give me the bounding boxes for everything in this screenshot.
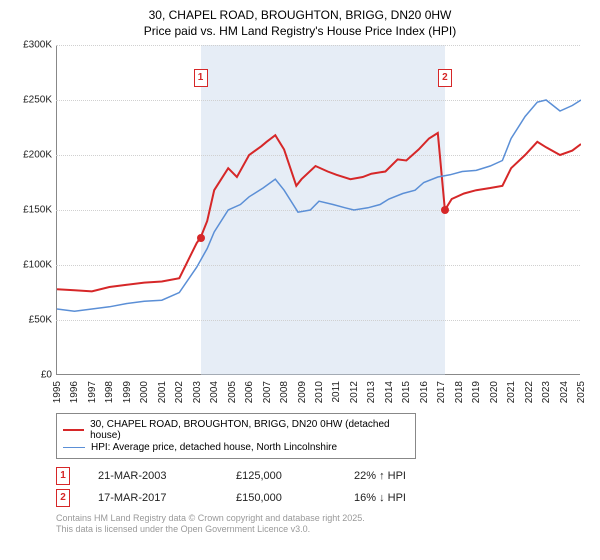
x-tick-label: 2019 [471, 381, 482, 403]
sale-marker-2 [441, 206, 449, 214]
sale-marker-1 [197, 234, 205, 242]
y-tick-label: £50K [12, 315, 52, 326]
chart-titles: 30, CHAPEL ROAD, BROUGHTON, BRIGG, DN20 … [12, 8, 588, 39]
legend-item: 30, CHAPEL ROAD, BROUGHTON, BRIGG, DN20 … [63, 419, 409, 441]
attribution-line2: This data is licensed under the Open Gov… [56, 524, 588, 535]
x-tick-label: 2015 [401, 381, 412, 403]
legend-label: 30, CHAPEL ROAD, BROUGHTON, BRIGG, DN20 … [90, 419, 409, 441]
attribution-line1: Contains HM Land Registry data © Crown c… [56, 513, 588, 524]
legend: 30, CHAPEL ROAD, BROUGHTON, BRIGG, DN20 … [56, 413, 416, 459]
chart-lines [57, 45, 581, 375]
sales-table: 1 21-MAR-2003 £125,000 22% ↑ HPI 2 17-MAR-201… [56, 467, 588, 507]
x-tick-label: 2021 [506, 381, 517, 403]
x-tick-label: 2006 [244, 381, 255, 403]
x-tick-label: 2024 [559, 381, 570, 403]
x-tick-label: 2020 [489, 381, 500, 403]
table-delta: 16% ↓ HPI [354, 492, 406, 504]
y-tick-label: £300K [12, 40, 52, 51]
x-tick-label: 2004 [209, 381, 220, 403]
table-price: £125,000 [236, 470, 326, 482]
table-price: £150,000 [236, 492, 326, 504]
series-price_paid [57, 133, 581, 291]
table-delta: 22% ↑ HPI [354, 470, 406, 482]
x-tick-label: 2012 [349, 381, 360, 403]
x-tick-label: 2025 [576, 381, 587, 403]
x-tick-label: 2008 [279, 381, 290, 403]
x-tick-label: 2000 [139, 381, 150, 403]
x-tick-label: 2007 [262, 381, 273, 403]
y-tick-label: £250K [12, 95, 52, 106]
x-tick-label: 2013 [366, 381, 377, 403]
x-tick-label: 2017 [436, 381, 447, 403]
x-tick-label: 1996 [69, 381, 80, 403]
x-tick-label: 2002 [174, 381, 185, 403]
sale-flag-2: 2 [438, 69, 452, 87]
y-tick-label: £0 [12, 370, 52, 381]
x-tick-label: 2023 [541, 381, 552, 403]
legend-label: HPI: Average price, detached house, Nort… [91, 442, 337, 453]
x-tick-label: 2022 [524, 381, 535, 403]
x-tick-label: 2001 [157, 381, 168, 403]
table-row: 1 21-MAR-2003 £125,000 22% ↑ HPI [56, 467, 588, 485]
table-flag: 2 [56, 489, 70, 507]
table-date: 17-MAR-2017 [98, 492, 208, 504]
legend-swatch [63, 447, 85, 448]
sale-flag-1: 1 [194, 69, 208, 87]
attribution: Contains HM Land Registry data © Crown c… [56, 513, 588, 536]
x-tick-label: 2009 [297, 381, 308, 403]
x-tick-label: 2011 [331, 381, 342, 403]
x-tick-label: 2010 [314, 381, 325, 403]
legend-swatch [63, 429, 84, 431]
legend-item: HPI: Average price, detached house, Nort… [63, 442, 409, 453]
x-tick-label: 1995 [52, 381, 63, 403]
x-tick-label: 2003 [192, 381, 203, 403]
table-row: 2 17-MAR-2017 £150,000 16% ↓ HPI [56, 489, 588, 507]
table-flag: 1 [56, 467, 70, 485]
title-subtitle: Price paid vs. HM Land Registry's House … [12, 24, 588, 40]
x-tick-label: 1998 [104, 381, 115, 403]
title-address: 30, CHAPEL ROAD, BROUGHTON, BRIGG, DN20 … [12, 8, 588, 24]
y-tick-label: £200K [12, 150, 52, 161]
table-date: 21-MAR-2003 [98, 470, 208, 482]
x-tick-label: 2014 [384, 381, 395, 403]
x-tick-label: 1999 [122, 381, 133, 403]
series-hpi [57, 100, 581, 311]
x-tick-label: 2005 [227, 381, 238, 403]
x-tick-label: 1997 [87, 381, 98, 403]
x-tick-label: 2016 [419, 381, 430, 403]
x-tick-label: 2018 [454, 381, 465, 403]
chart-area: 12 £0£50K£100K£150K£200K£250K£300K199519… [12, 45, 588, 405]
chart-container: 30, CHAPEL ROAD, BROUGHTON, BRIGG, DN20 … [0, 0, 600, 560]
y-tick-label: £100K [12, 260, 52, 271]
plot-region: 12 [56, 45, 580, 375]
y-tick-label: £150K [12, 205, 52, 216]
